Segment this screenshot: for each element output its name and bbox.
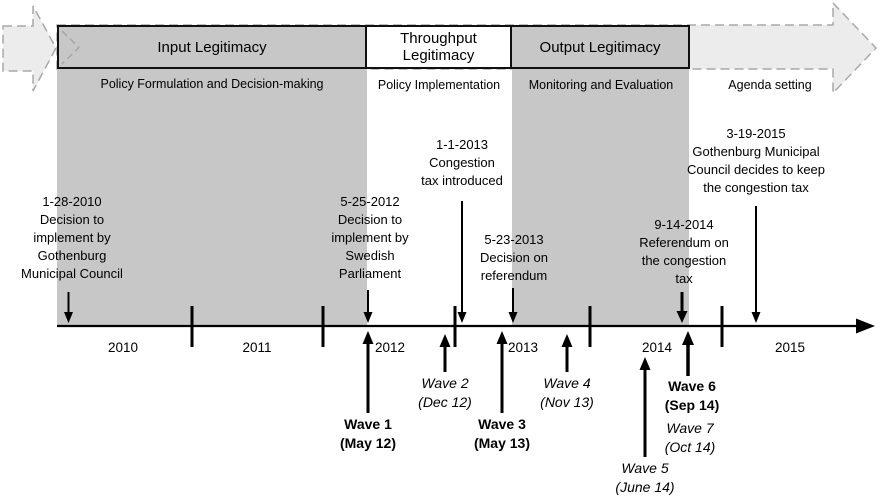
event-keep-tax-2015: 3-19-2015 Gothenburg Municipal Council d…	[686, 126, 826, 195]
wave-arrows	[362, 331, 694, 457]
left-block-arrow	[2, 5, 57, 92]
wave-2-label: Wave 2 (Dec 12)	[418, 375, 472, 410]
event-decision-gothenburg-2010: 1-28-2010 Decision to implement by Gothe…	[21, 194, 123, 281]
year-label-2012: 2012	[374, 340, 406, 355]
agenda-setting-label: Agenda setting	[728, 78, 812, 92]
wave-3-label: Wave 3 (May 13)	[473, 416, 531, 451]
dashed-chevron-icon	[61, 30, 81, 65]
output-subtitle: Monitoring and Evaluation	[528, 78, 674, 92]
output-legitimacy-band	[512, 67, 689, 326]
event-referendum-2014: 9-14-2014 Referendum on the congestion t…	[639, 217, 729, 286]
year-label-2011: 2011	[242, 340, 272, 355]
year-ticks	[190, 306, 724, 347]
year-label-2014: 2014	[641, 340, 673, 355]
input-legitimacy-title: Input Legitimacy	[157, 38, 267, 56]
event-decision-parliament-2012: 5-25-2012 Decision to implement by Swedi…	[331, 194, 409, 281]
output-legitimacy-title: Output Legitimacy	[539, 38, 661, 56]
event-arrows	[64, 201, 761, 323]
wave-4-label: Wave 4 (Nov 13)	[540, 375, 594, 410]
wave-5-label: Wave 5 (June 14)	[615, 460, 675, 495]
wave-1-label: Wave 1 (May 12)	[339, 416, 397, 451]
wave-7-label: Wave 7 (Oct 14)	[664, 420, 716, 455]
input-legitimacy-band	[57, 67, 367, 326]
throughput-legitimacy-box: Throughput Legitimacy	[365, 25, 512, 69]
event-tax-introduced-2013: 1-1-2013 Congestion tax introduced	[421, 137, 503, 188]
throughput-subtitle: Policy Implementation	[377, 78, 501, 92]
input-subtitle: Policy Formulation and Decision-making	[100, 77, 324, 91]
event-referendum-decision-2013: 5-23-2013 Decision on referendum	[480, 232, 548, 283]
wave-6-label: Wave 6 (Sep 14)	[664, 378, 720, 413]
timeline-arrowhead-icon	[856, 318, 875, 334]
throughput-legitimacy-title: Throughput Legitimacy	[400, 30, 477, 64]
output-legitimacy-box: Output Legitimacy	[510, 25, 690, 69]
year-label-2010: 2010	[107, 340, 139, 355]
year-label-2015: 2015	[774, 340, 806, 355]
year-label-2013: 2013	[507, 340, 539, 355]
